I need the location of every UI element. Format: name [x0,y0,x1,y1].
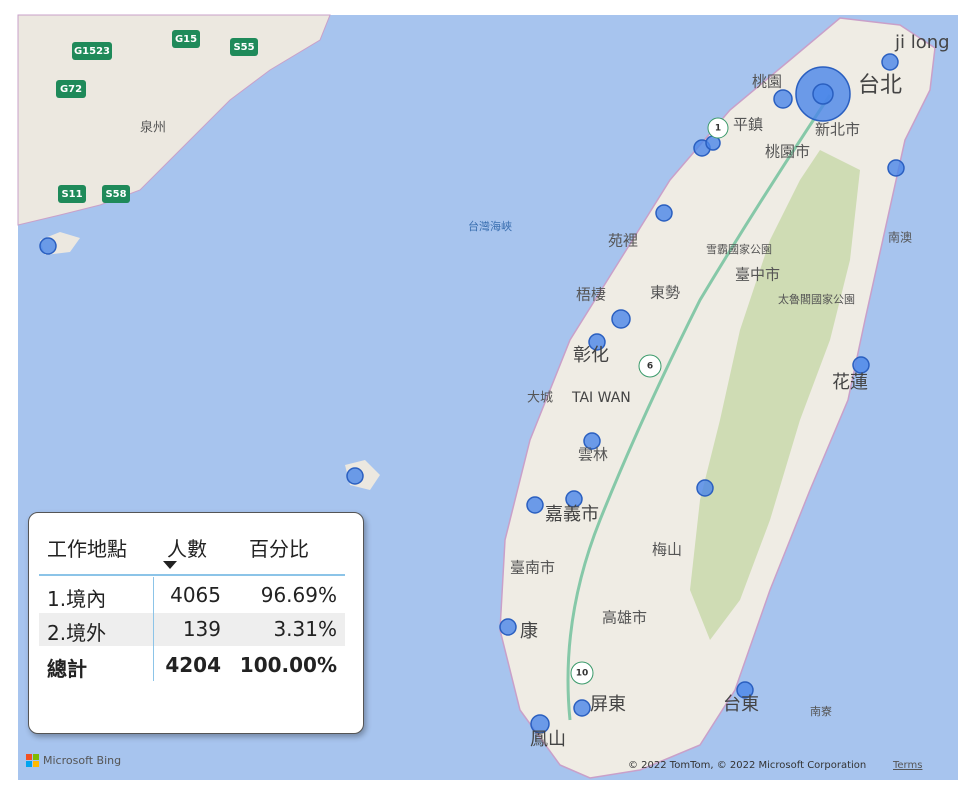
bubbles [39,53,905,734]
place-label: 台北 [858,73,902,98]
route-label: 1 [715,124,721,134]
shield [102,185,130,203]
sort-arrow [163,561,177,569]
shield-label: S58 [105,189,126,200]
header-cell: 工作地點 [47,537,127,561]
shield-label: G1523 [74,46,110,57]
bubble [881,53,899,71]
place-label: TAI WAN [571,390,631,406]
bubble [526,496,544,514]
place-label: 桃園 [752,73,782,91]
shield [230,38,258,56]
place-label: 梅山 [652,541,682,559]
bubble [565,490,583,508]
logo-icon [33,761,39,767]
header-cell[interactable]: 人數 [167,537,207,561]
place-label: 高雄市 [602,609,647,627]
place-label: 新北市 [815,121,860,139]
shield [56,80,86,98]
logo-icon [26,761,32,767]
logo-text: Microsoft Bing [43,754,121,767]
place-label: 台灣海峽 [468,219,512,233]
table-card: 工作地點 人數 百分比 1.境內 4065 96.69% 2.境外 139 3.… [28,512,364,734]
shield [172,30,200,48]
mountain [690,150,860,640]
mainland [17,14,331,226]
header-rule [39,574,345,576]
bubble [588,333,606,351]
shield [72,42,112,60]
bubble [39,237,57,255]
shield-label: S55 [233,42,254,53]
bubble [736,681,754,699]
place-label: 彰化 [573,345,609,366]
row-band [39,613,345,646]
shield [58,185,86,203]
route-marker [707,117,729,139]
cell: 3.31% [273,617,337,641]
bubble [887,159,905,177]
place-label: 花蓮 [832,372,868,393]
place-label: 平鎮 [733,116,763,134]
logo-icon [26,754,32,760]
bubble [346,467,364,485]
shield-label: G72 [60,84,82,95]
routes: 1 6 10 [570,117,729,685]
place-label: 大城 [527,391,553,406]
place-label: 太魯閣國家公園 [778,292,855,306]
place-labels: ji long 台北 桃園 平鎮 新北市 桃園市 台灣海峽 苑裡 雪霸國家公園 … [140,32,950,750]
bubble [611,309,631,329]
terms-link[interactable]: Terms [892,760,922,771]
cell: 1.境內 [47,587,107,611]
cell: 2.境外 [47,621,107,645]
divider [153,577,154,681]
header-cell: 百分比 [249,537,309,561]
route-label: 6 [647,362,653,372]
place-label: 梧棲 [576,286,606,304]
place-label: 屏東 [590,694,626,715]
place-label: 桃園市 [765,143,810,161]
bubble [583,432,601,450]
place-label: 康 [520,621,538,642]
shields: G1523 G15 S55 G72 S11 S58 [56,30,258,203]
place-label: 南澳 [888,230,912,245]
place-label: ji long [894,32,950,53]
place-label: 嘉義市 [545,504,599,525]
place-label: 雲林 [578,446,608,464]
place-label: 鳳山 [530,729,566,750]
bubble [499,618,517,636]
place-label: 臺南市 [510,559,555,577]
route-marker [570,661,594,685]
bubble [696,479,714,497]
logo-icon [33,754,39,760]
route-marker [638,354,662,378]
bubble [530,714,550,734]
bubble [655,204,673,222]
total-cell: 4204 [165,653,221,677]
place-label: 台東 [723,694,759,715]
cell: 4065 [170,583,221,607]
bubble [852,356,870,374]
place-label: 苑裡 [608,232,638,250]
place-label: 泉州 [140,120,166,136]
route-label: 10 [576,669,589,679]
place-label: 東勢 [650,284,680,302]
copyright: © 2022 TomTom, © 2022 Microsoft Corporat… [628,760,866,771]
total-cell: 總計 [47,657,87,681]
shield-label: G15 [175,34,197,45]
place-label: 臺中市 [735,266,780,284]
bubble [573,699,591,717]
shield-label: S11 [61,189,82,200]
place-label: 南寮 [810,704,832,718]
bubble [812,83,834,105]
cell: 96.69% [260,583,337,607]
place-label: 雪霸國家公園 [706,242,772,256]
bubble [773,89,793,109]
total-cell: 100.00% [239,653,337,677]
cell: 139 [182,617,221,641]
highway [566,94,832,721]
